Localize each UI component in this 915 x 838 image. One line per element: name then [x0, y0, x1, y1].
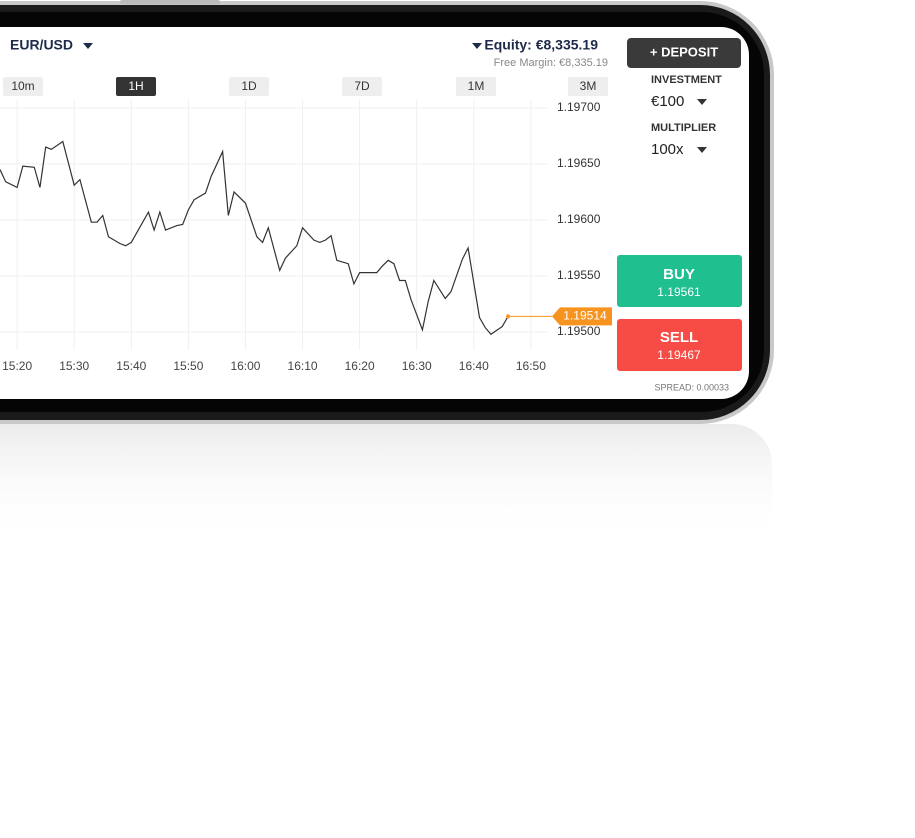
y-tick-label: 1.19650: [557, 156, 601, 170]
current-price-dot: [506, 314, 511, 319]
x-tick-label: 15:40: [116, 359, 146, 373]
multiplier-label: MULTIPLIER: [651, 122, 716, 134]
equity-caret[interactable]: [472, 43, 482, 49]
x-tick-label: 15:20: [2, 359, 32, 373]
multiplier-caret[interactable]: [697, 147, 707, 153]
phone-button: [120, 0, 220, 4]
sell-button[interactable]: [617, 319, 742, 371]
y-tick-label: 1.19500: [557, 324, 601, 338]
equity[interactable]: Equity: €8,335.19: [484, 37, 598, 53]
x-tick-label: 15:50: [173, 359, 203, 373]
timeframe-button[interactable]: [568, 77, 608, 96]
timeframe-label[interactable]: 10m: [11, 79, 34, 93]
x-tick-label: 16:50: [516, 359, 546, 373]
x-tick-label: 15:30: [59, 359, 89, 373]
y-tick-label: 1.19600: [557, 212, 601, 226]
timeframe-button[interactable]: [116, 77, 156, 96]
x-tick-label: 16:00: [230, 359, 260, 373]
timeframe-button[interactable]: [456, 77, 496, 96]
x-tick-label: 16:30: [402, 359, 432, 373]
free-margin: Free Margin: €8,335.19: [494, 57, 608, 69]
timeframe-button[interactable]: [229, 77, 269, 96]
investment-label: INVESTMENT: [651, 74, 722, 86]
timeframe-label[interactable]: 7D: [354, 79, 370, 93]
screen: [0, 27, 749, 399]
x-tick-label: 16:10: [288, 359, 318, 373]
sell-price[interactable]: 1.19467: [657, 348, 701, 362]
x-tick-label: 16:20: [345, 359, 375, 373]
buy-price[interactable]: 1.19561: [657, 285, 701, 299]
multiplier-value[interactable]: 100x: [651, 141, 684, 158]
y-tick-label: 1.19550: [557, 268, 601, 282]
timeframe-label[interactable]: 1M: [468, 79, 485, 93]
screen-content: EUR/USD Equity: €8,335.19 Free Margin: €…: [0, 37, 742, 392]
timeframe-bar: 10m 1H 1D 7D 1M 3M: [3, 77, 608, 96]
buy-label[interactable]: BUY: [663, 266, 695, 283]
current-price-tag: [552, 307, 612, 326]
sell-label[interactable]: SELL: [660, 329, 698, 346]
x-tick-label: 16:40: [459, 359, 489, 373]
buy-button[interactable]: [617, 255, 742, 307]
instrument[interactable]: EUR/USD: [10, 37, 73, 53]
price-chart: 15:20 15:30 15:40 15:50 16:00 16:10 16:20 16:30…: [0, 100, 612, 373]
timeframe-button[interactable]: [342, 77, 382, 96]
deposit-label[interactable]: + DEPOSIT: [650, 44, 718, 59]
instrument-caret[interactable]: [83, 43, 93, 49]
spread: SPREAD: 0.00033: [654, 382, 729, 392]
current-price-label: 1.19514: [563, 309, 607, 323]
price-line: [0, 140, 509, 336]
timeframe-label[interactable]: 1D: [241, 79, 257, 93]
deposit-button[interactable]: [627, 38, 741, 68]
timeframe-label[interactable]: 3M: [580, 79, 597, 93]
timeframe-label[interactable]: 1H: [128, 79, 143, 93]
timeframe-button[interactable]: [3, 77, 43, 96]
investment-caret[interactable]: [697, 99, 707, 105]
investment-value[interactable]: €100: [651, 93, 684, 110]
reflection: [0, 424, 772, 544]
y-tick-label: 1.19700: [557, 100, 601, 114]
